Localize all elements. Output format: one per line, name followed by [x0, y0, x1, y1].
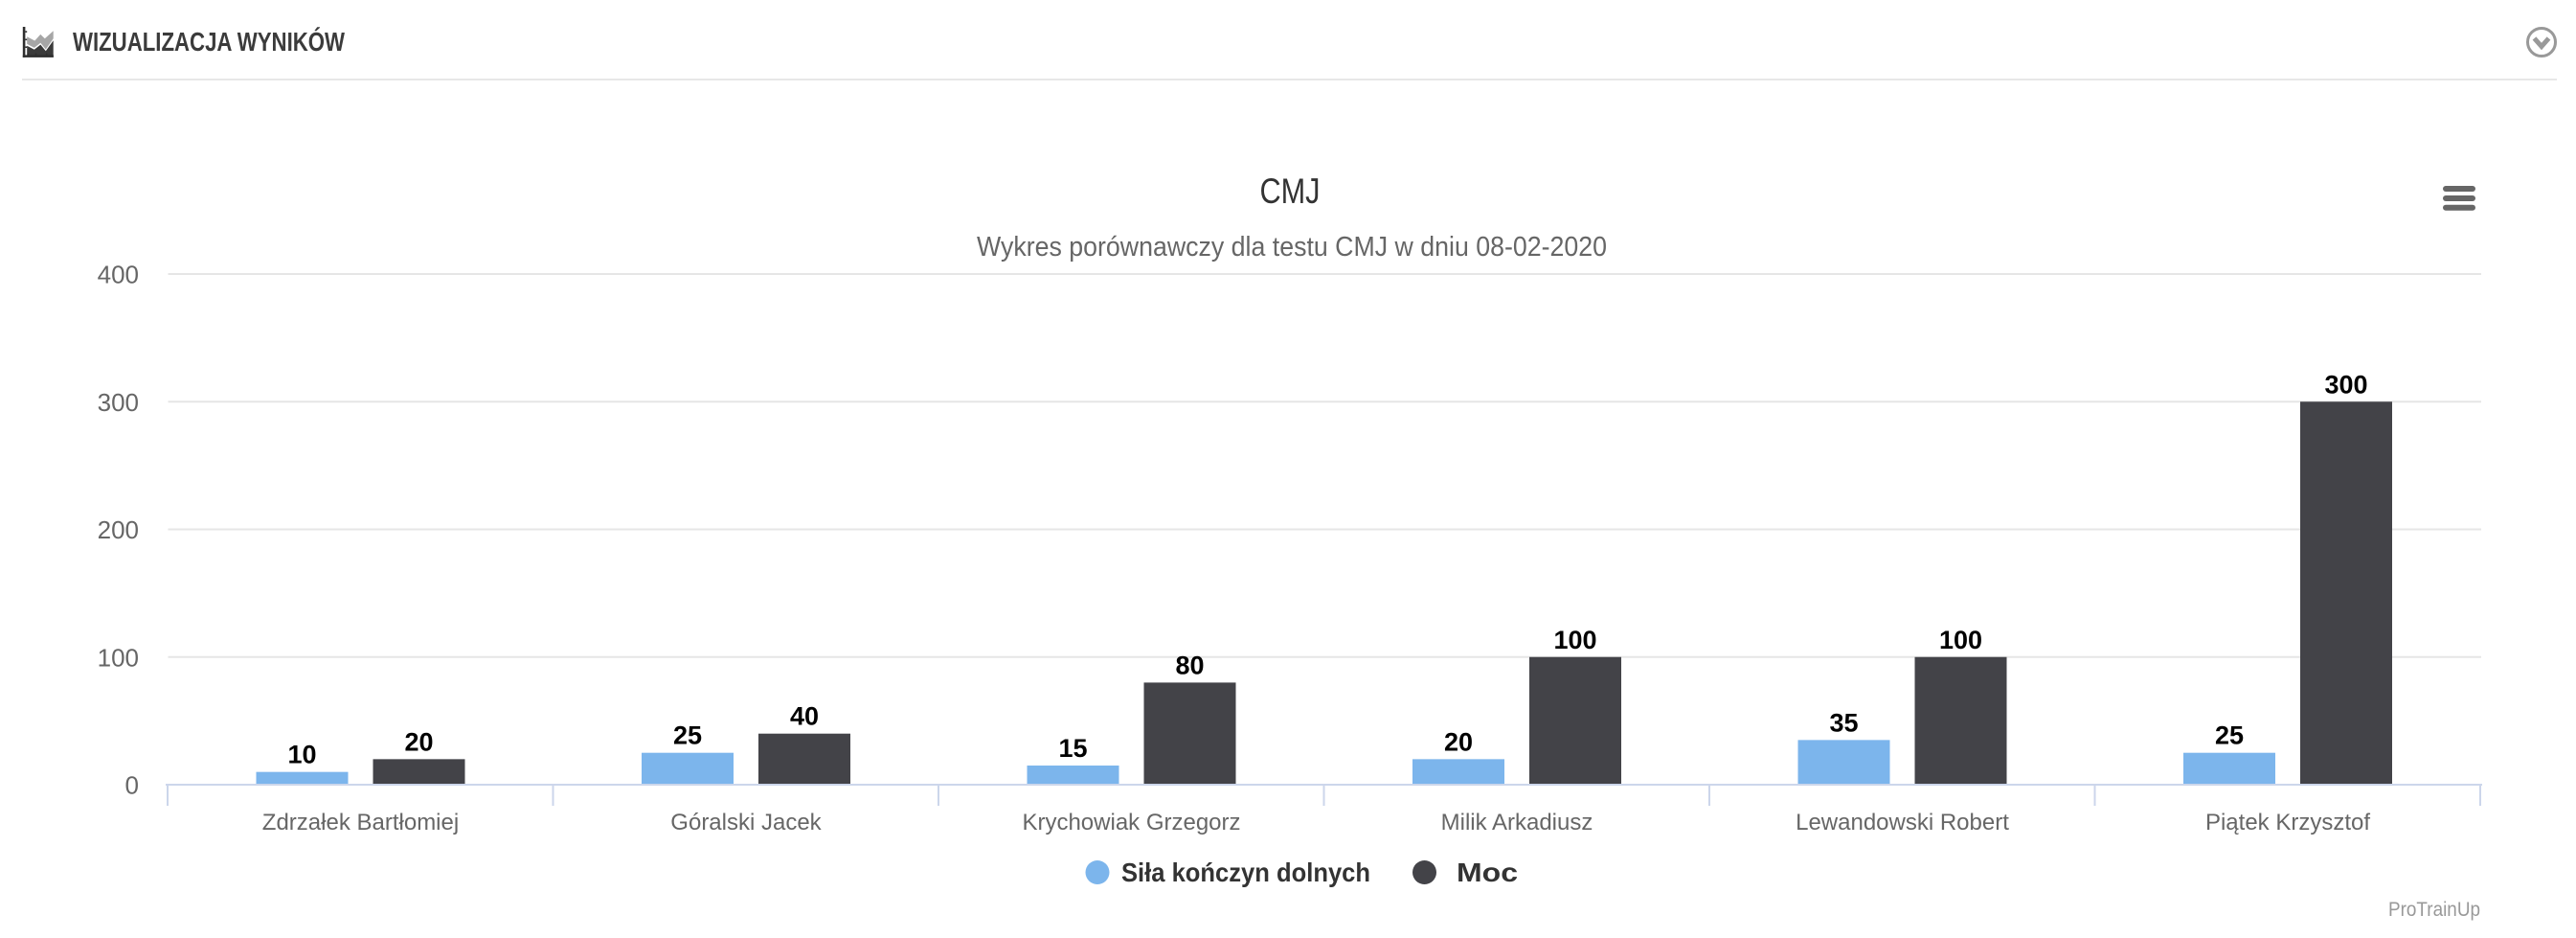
svg-text:100: 100	[98, 643, 139, 672]
svg-text:25: 25	[673, 721, 702, 750]
svg-text:Zdrzałek Bartłomiej: Zdrzałek Bartłomiej	[262, 810, 459, 835]
svg-text:Piątek Krzysztof: Piątek Krzysztof	[2205, 810, 2370, 835]
svg-text:80: 80	[1175, 651, 1204, 679]
svg-text:20: 20	[1444, 727, 1473, 756]
svg-text:Siła kończyn dolnych: Siła kończyn dolnych	[1121, 858, 1370, 887]
svg-text:400: 400	[98, 261, 139, 289]
svg-text:0: 0	[125, 771, 139, 800]
svg-text:10: 10	[287, 741, 316, 769]
svg-text:300: 300	[98, 388, 139, 417]
svg-text:Lewandowski Robert: Lewandowski Robert	[1796, 810, 2009, 835]
svg-text:Milik Arkadiusz: Milik Arkadiusz	[1441, 810, 1593, 835]
svg-text:100: 100	[1553, 626, 1596, 654]
svg-text:100: 100	[1939, 626, 1982, 654]
svg-text:35: 35	[1829, 708, 1858, 737]
svg-text:15: 15	[1058, 734, 1087, 763]
svg-text:200: 200	[98, 515, 139, 544]
svg-text:Krychowiak Grzegorz: Krychowiak Grzegorz	[1022, 810, 1240, 835]
svg-text:40: 40	[790, 702, 819, 731]
svg-text:20: 20	[404, 727, 433, 756]
svg-text:Wykres porównawczy dla testu C: Wykres porównawczy dla testu CMJ w dniu …	[977, 232, 1607, 263]
svg-text:Góralski Jacek: Góralski Jacek	[670, 810, 822, 835]
svg-text:Moc: Moc	[1457, 858, 1518, 887]
svg-text:CMJ: CMJ	[1260, 172, 1321, 211]
svg-text:25: 25	[2215, 721, 2244, 750]
svg-text:300: 300	[2324, 370, 2367, 399]
svg-text:ProTrainUp: ProTrainUp	[2388, 899, 2480, 921]
svg-text:WIZUALIZACJA WYNIKÓW: WIZUALIZACJA WYNIKÓW	[73, 27, 345, 57]
